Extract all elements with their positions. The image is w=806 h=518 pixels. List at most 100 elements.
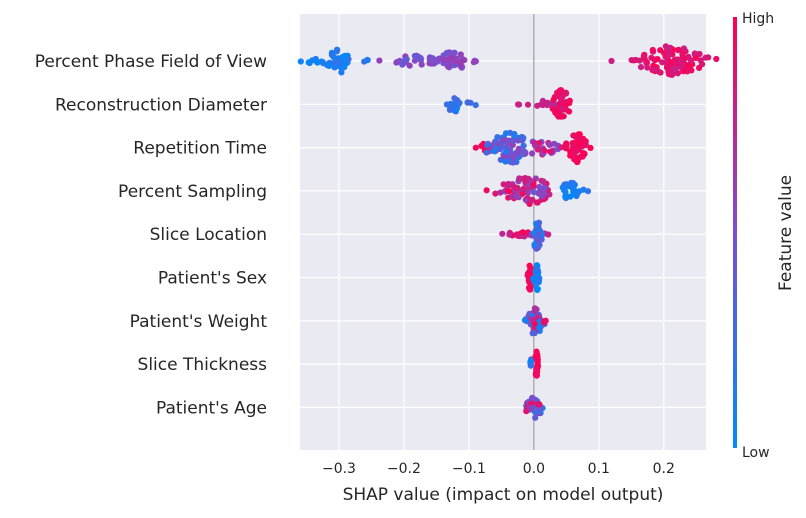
shap-point xyxy=(451,95,458,102)
colorbar-low-label: Low xyxy=(742,445,770,461)
shap-point xyxy=(428,57,435,64)
shap-point xyxy=(338,69,345,76)
shap-point xyxy=(674,70,681,77)
shap-point xyxy=(520,186,527,193)
shap-point xyxy=(483,149,490,156)
shap-point xyxy=(554,89,561,96)
shap-point xyxy=(536,236,543,244)
feature-label: Slice Thickness xyxy=(138,355,268,375)
shap-point xyxy=(472,102,479,109)
shap-point xyxy=(364,56,371,64)
colorbar-title: Feature value xyxy=(776,175,796,291)
colorbar-high-label: High xyxy=(742,11,774,27)
shap-point xyxy=(608,57,615,65)
shap-point xyxy=(534,286,541,293)
shap-point xyxy=(559,105,566,112)
feature-label: Patient's Weight xyxy=(130,312,268,332)
shap-point xyxy=(393,59,400,66)
shap-point xyxy=(525,175,532,182)
shap-point xyxy=(513,231,521,238)
shap-point xyxy=(563,140,570,147)
shap-point xyxy=(566,100,573,107)
shap-point xyxy=(514,184,521,191)
shap-point xyxy=(502,130,510,137)
shap-point xyxy=(492,190,499,197)
shap-point xyxy=(713,55,720,63)
shap-point xyxy=(685,64,692,71)
shap-point xyxy=(641,55,648,63)
shap-point xyxy=(529,150,536,157)
x-tick-label: −0.3 xyxy=(322,461,356,477)
shap-point xyxy=(680,60,687,67)
shap-point xyxy=(562,192,569,199)
shap-point xyxy=(515,101,522,108)
shap-point xyxy=(552,109,559,116)
shap-point xyxy=(532,305,539,313)
shap-point xyxy=(535,409,543,416)
shap-point xyxy=(533,199,541,206)
shap-point xyxy=(445,63,452,70)
shap-point xyxy=(546,141,553,148)
shap-point xyxy=(559,184,566,191)
shap-point xyxy=(545,101,553,108)
shap-point xyxy=(457,51,464,58)
shap-point xyxy=(526,262,533,269)
shap-point xyxy=(508,193,515,200)
shap-point xyxy=(580,149,587,157)
shap-point xyxy=(576,188,583,195)
shap-point xyxy=(550,96,557,103)
shap-point xyxy=(696,50,703,58)
shap-point xyxy=(584,188,592,195)
shap-point xyxy=(509,137,516,144)
shap-point xyxy=(651,66,658,73)
shap-point xyxy=(325,62,333,69)
shap-point xyxy=(417,55,424,62)
shap-point xyxy=(637,64,645,71)
shap-point xyxy=(376,57,383,64)
shap-point xyxy=(537,146,544,153)
shap-point xyxy=(530,181,537,188)
shap-point xyxy=(497,189,504,196)
shap-point xyxy=(668,70,675,77)
shap-point xyxy=(534,225,541,232)
shap-point xyxy=(697,57,704,64)
shap-point xyxy=(434,56,441,63)
shap-point xyxy=(571,191,578,198)
x-axis-ticks: −0.3 −0.2 −0.1 0.0 0.1 0.2 xyxy=(322,461,675,477)
x-tick-label: −0.1 xyxy=(452,461,486,477)
shap-point xyxy=(297,58,304,65)
shap-point xyxy=(451,49,458,56)
shap-point xyxy=(333,48,340,55)
shap-point xyxy=(687,57,695,64)
shap-point xyxy=(484,142,491,149)
shap-point xyxy=(649,46,656,54)
shap-point xyxy=(565,183,572,190)
shap-point xyxy=(516,175,523,182)
shap-point xyxy=(665,51,672,59)
shap-point xyxy=(500,181,507,188)
shap-point xyxy=(542,317,549,324)
shap-point xyxy=(531,230,538,237)
data-points xyxy=(297,43,720,421)
shap-point xyxy=(528,197,535,204)
shap-point xyxy=(536,275,543,282)
colorbar xyxy=(733,17,737,448)
shap-point xyxy=(524,190,531,197)
shap-point xyxy=(691,50,699,57)
shap-point xyxy=(680,45,688,52)
shap-point xyxy=(529,330,536,337)
shap-point xyxy=(576,140,583,148)
shap-point xyxy=(501,153,508,160)
shap-point xyxy=(314,59,321,66)
shap-point xyxy=(483,187,490,194)
feature-label: Repetition Time xyxy=(133,139,267,159)
shap-point xyxy=(528,405,535,412)
shap-point xyxy=(532,142,539,149)
shap-point xyxy=(411,52,418,60)
shap-point xyxy=(569,145,576,152)
shap-point xyxy=(518,137,525,144)
shap-point xyxy=(529,394,536,401)
shap-point xyxy=(531,241,538,248)
x-tick-label: 0.0 xyxy=(523,461,545,477)
shap-point xyxy=(534,262,541,269)
